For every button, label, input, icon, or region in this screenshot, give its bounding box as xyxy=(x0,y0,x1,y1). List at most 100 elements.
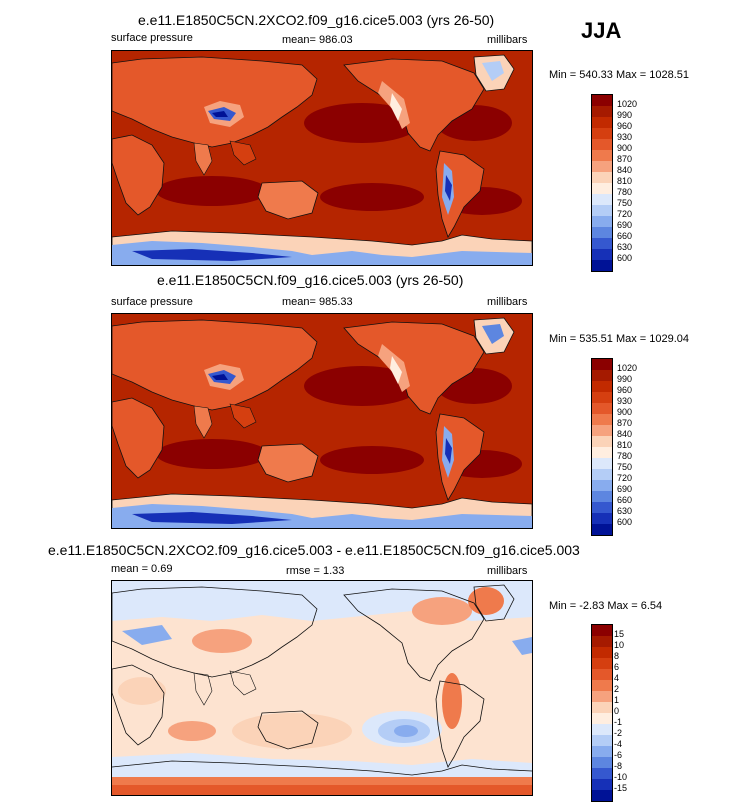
colorbar-tick: 15 xyxy=(614,629,625,639)
colorbar-swatch xyxy=(592,502,612,513)
colorbar-tick: 660 xyxy=(617,231,633,241)
colorbar-tick: 930 xyxy=(617,132,633,142)
panel3-rmse-label: rmse = 1.33 xyxy=(286,565,345,577)
colorbar-swatch xyxy=(592,647,612,658)
colorbar-swatch xyxy=(592,724,612,735)
panel3-mean-label: mean = 0.69 xyxy=(111,563,173,575)
panel2-colorbar xyxy=(591,358,613,536)
colorbar-swatch xyxy=(592,183,612,194)
colorbar-tick: -2 xyxy=(614,728,623,738)
colorbar-tick: 870 xyxy=(617,418,633,428)
panel3-minmax-label: Min = -2.83 Max = 6.54 xyxy=(549,600,663,612)
colorbar-swatch xyxy=(592,381,612,392)
colorbar-swatch xyxy=(592,370,612,381)
panel1-mean-label: mean= 986.03 xyxy=(282,34,353,46)
colorbar-tick: 600 xyxy=(617,517,633,527)
colorbar-swatch xyxy=(592,658,612,669)
panel1-title: e.e11.E1850C5CN.2XCO2.f09_g16.cice5.003 … xyxy=(138,12,495,28)
colorbar-swatch xyxy=(592,260,612,271)
colorbar-swatch xyxy=(592,194,612,205)
colorbar-tick: 900 xyxy=(617,143,633,153)
colorbar-swatch xyxy=(592,779,612,790)
panel1-map-svg xyxy=(112,51,532,265)
colorbar-tick: 840 xyxy=(617,429,633,439)
panel2-units-label: millibars xyxy=(487,296,528,308)
colorbar-tick: 630 xyxy=(617,506,633,516)
colorbar-swatch xyxy=(592,117,612,128)
colorbar-swatch xyxy=(592,636,612,647)
colorbar-swatch xyxy=(592,524,612,535)
colorbar-tick: 840 xyxy=(617,165,633,175)
colorbar-swatch xyxy=(592,790,612,801)
panel2-variable-label: surface pressure xyxy=(111,296,193,308)
colorbar-tick: 960 xyxy=(617,121,633,131)
colorbar-tick: 2 xyxy=(614,684,620,694)
colorbar-tick: 780 xyxy=(617,451,633,461)
colorbar-swatch xyxy=(592,359,612,370)
panel2-map xyxy=(111,313,533,529)
colorbar-swatch xyxy=(592,680,612,691)
colorbar-swatch xyxy=(592,746,612,757)
colorbar-tick: 600 xyxy=(617,253,633,263)
colorbar-tick: 690 xyxy=(617,220,633,230)
colorbar-tick: -10 xyxy=(614,772,628,782)
panel2-map-svg xyxy=(112,314,532,528)
colorbar-tick: -15 xyxy=(614,783,628,793)
colorbar-swatch xyxy=(592,172,612,183)
colorbar-tick: 630 xyxy=(617,242,633,252)
season-label: JJA xyxy=(581,18,622,43)
colorbar-tick: -8 xyxy=(614,761,623,771)
colorbar-swatch xyxy=(592,205,612,216)
colorbar-swatch xyxy=(592,392,612,403)
colorbar-tick: 1020 xyxy=(617,363,638,373)
panel3-map-svg xyxy=(112,581,532,795)
colorbar-tick: 810 xyxy=(617,440,633,450)
colorbar-tick: 900 xyxy=(617,407,633,417)
colorbar-swatch xyxy=(592,95,612,106)
panel1-map xyxy=(111,50,533,266)
colorbar-tick: -6 xyxy=(614,750,623,760)
colorbar-swatch xyxy=(592,216,612,227)
colorbar-swatch xyxy=(592,735,612,746)
colorbar-tick: 8 xyxy=(614,651,620,661)
colorbar-tick: 960 xyxy=(617,385,633,395)
colorbar-swatch xyxy=(592,150,612,161)
colorbar-tick: 4 xyxy=(614,673,620,683)
colorbar-swatch xyxy=(592,425,612,436)
panel3-map xyxy=(111,580,533,796)
colorbar-swatch xyxy=(592,238,612,249)
colorbar-swatch xyxy=(592,227,612,238)
colorbar-swatch xyxy=(592,768,612,779)
colorbar-tick: 660 xyxy=(617,495,633,505)
colorbar-swatch xyxy=(592,403,612,414)
panel3-units-label: millibars xyxy=(487,565,528,577)
colorbar-swatch xyxy=(592,513,612,524)
colorbar-tick: 6 xyxy=(614,662,620,672)
panel1-minmax-label: Min = 540.33 Max = 1028.51 xyxy=(549,69,690,81)
colorbar-tick: 750 xyxy=(617,198,633,208)
colorbar-swatch xyxy=(592,139,612,150)
colorbar-tick: 990 xyxy=(617,110,633,120)
colorbar-swatch xyxy=(592,414,612,425)
colorbar-swatch xyxy=(592,436,612,447)
colorbar-swatch xyxy=(592,625,612,636)
colorbar-tick: 750 xyxy=(617,462,633,472)
colorbar-swatch xyxy=(592,249,612,260)
panel1-units-label: millibars xyxy=(487,34,528,46)
colorbar-swatch xyxy=(592,702,612,713)
colorbar-swatch xyxy=(592,713,612,724)
colorbar-tick: -4 xyxy=(614,739,623,749)
colorbar-tick: 0 xyxy=(614,706,620,716)
colorbar-tick: 990 xyxy=(617,374,633,384)
panel1-variable-label: surface pressure xyxy=(111,32,193,44)
colorbar-swatch xyxy=(592,128,612,139)
colorbar-swatch xyxy=(592,491,612,502)
panel3-colorbar xyxy=(591,624,613,802)
panel2-mean-label: mean= 985.33 xyxy=(282,296,353,308)
colorbar-swatch xyxy=(592,480,612,491)
colorbar-tick: 1 xyxy=(614,695,620,705)
colorbar-swatch xyxy=(592,161,612,172)
colorbar-tick: 720 xyxy=(617,209,633,219)
panel2-title: e.e11.E1850C5CN.f09_g16.cice5.003 (yrs 2… xyxy=(157,272,464,288)
colorbar-tick: 720 xyxy=(617,473,633,483)
